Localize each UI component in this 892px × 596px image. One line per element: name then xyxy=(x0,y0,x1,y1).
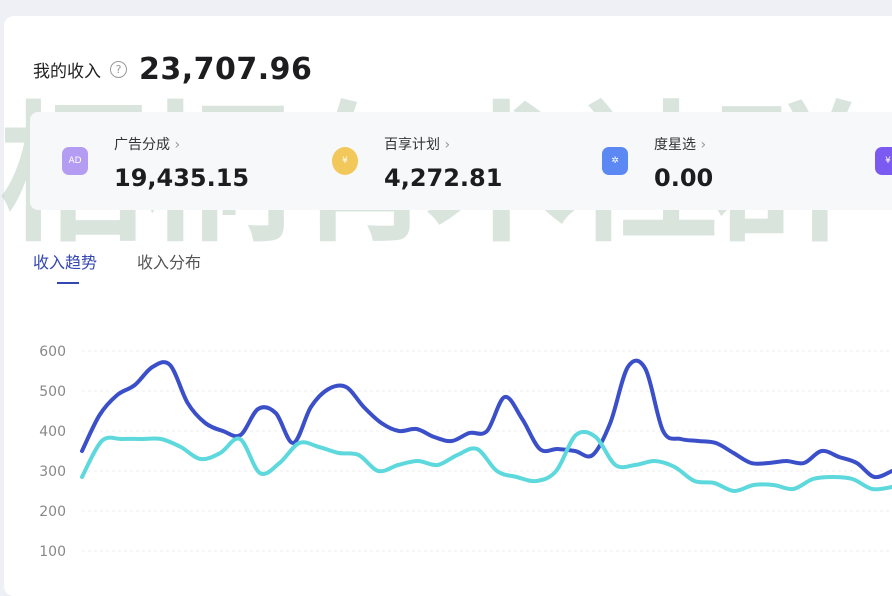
ad-icon: AD xyxy=(62,147,88,175)
y-tick-label: 500 xyxy=(39,384,66,400)
stat-value: 0.00 xyxy=(654,164,714,192)
shop-bag-icon: ✲ xyxy=(602,147,628,175)
y-tick-label: 400 xyxy=(39,424,66,440)
series-line-0 xyxy=(80,358,892,480)
series-line-1 xyxy=(80,429,892,493)
income-sources: AD 广告分成 › 19,435.15 ¥ 百享计划 › 4,272.81 ✲ … xyxy=(30,112,892,210)
stat-name: 度星选 xyxy=(654,137,696,153)
stat-name: 广告分成 xyxy=(114,137,170,153)
stat-value: 4,272.81 xyxy=(384,164,503,192)
income-total: 23,707.96 xyxy=(139,52,313,87)
tab-income-distribution[interactable]: 收入分布 xyxy=(137,253,202,272)
chart-tabs: 收入趋势 收入分布 xyxy=(33,249,202,284)
tab-income-trend[interactable]: 收入趋势 xyxy=(33,249,97,284)
money-bag-icon: ¥ xyxy=(332,147,358,175)
income-summary: 我的收入 ? 23,707.96 xyxy=(33,52,312,87)
y-tick-label: 600 xyxy=(39,344,66,360)
stat-name: 百享计划 xyxy=(384,137,440,153)
income-trend-chart: 600 500 400 300 200 100 xyxy=(39,344,892,560)
y-tick-label: 100 xyxy=(39,544,66,560)
income-label: 我的收入 xyxy=(33,62,101,82)
question-circle-icon[interactable]: ? xyxy=(110,61,127,78)
y-tick-label: 300 xyxy=(39,464,66,480)
stat-value: 19,435.15 xyxy=(114,164,250,192)
yuan-icon: ¥ xyxy=(875,147,892,175)
y-tick-label: 200 xyxy=(39,504,66,520)
